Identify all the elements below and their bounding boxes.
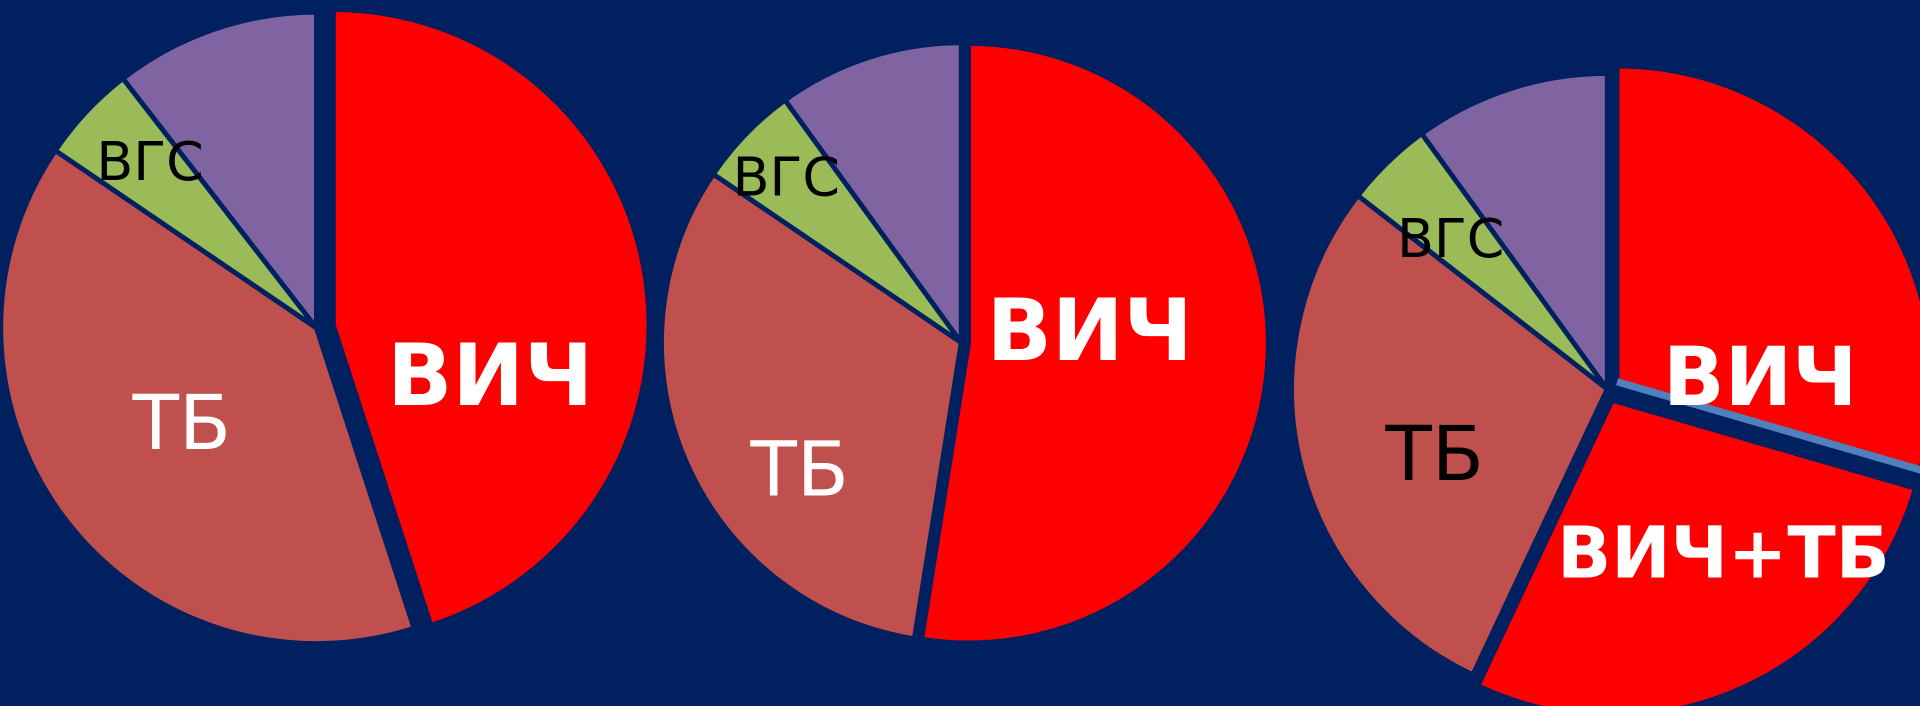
pie-slice [120, 9, 319, 331]
slice-label: ВГС [1397, 207, 1504, 270]
slice-label: ТБ [1385, 410, 1484, 498]
slice-label: ТБ [132, 379, 231, 467]
slice-label: ВГС [96, 130, 203, 193]
separator-line [1616, 378, 1920, 474]
pie-slice [919, 40, 1271, 646]
pie-slice [782, 40, 964, 346]
slice-label: ВИЧ [387, 327, 593, 426]
pie-slice [330, 7, 652, 628]
pie-slice [1614, 63, 1920, 473]
pie-slice [659, 171, 964, 642]
slice-label: ТБ [750, 426, 849, 514]
pie-slice [1475, 397, 1918, 706]
slice-label: ВИЧ [987, 282, 1193, 381]
slice-label: ВИЧ [1663, 331, 1857, 425]
pie-slice [1419, 70, 1610, 392]
pie-slice [0, 148, 417, 647]
slice-label: ВИЧ+ТБ [1557, 511, 1890, 594]
slice-label: ВГС [733, 146, 840, 209]
pie-slice [1289, 193, 1610, 678]
